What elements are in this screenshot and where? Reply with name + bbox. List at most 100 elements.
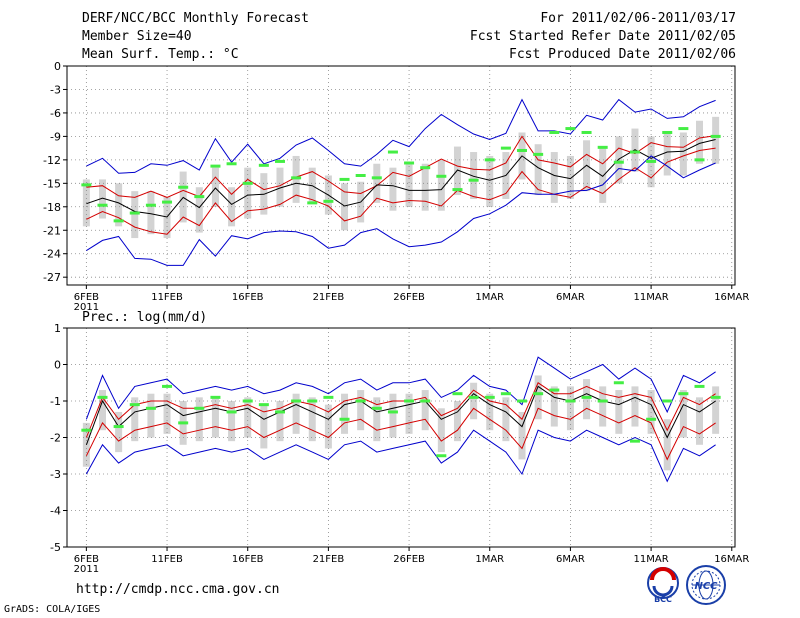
prec-spread-box xyxy=(615,390,623,434)
temp-ytick-label: -24 xyxy=(43,248,61,261)
temp-spread-box xyxy=(470,152,478,199)
temp-xtick-label: 6FEB xyxy=(74,292,99,303)
prec-xtick-label: 16FEB xyxy=(232,554,264,565)
precip-panel-title: Prec.: log(mm/d) xyxy=(82,310,208,325)
prec-ytick-label: 0 xyxy=(54,359,61,372)
prec-spread-box xyxy=(518,411,526,460)
prec-spread-box xyxy=(244,397,252,438)
precipitation-panel: 1 0 -1 -2 -3 -4 -5 6FEB 11FEB 16FEB 21FEB 26FEB 1MAR… xyxy=(50,322,749,575)
prec-spread-box xyxy=(324,404,332,449)
prec-spread-box xyxy=(228,401,236,442)
prec-ytick-label: -1 xyxy=(50,395,61,408)
prec-spread-box xyxy=(550,386,558,427)
prec-spread-box xyxy=(631,386,639,427)
prec-ytick-label: -4 xyxy=(50,505,61,518)
temp-frame xyxy=(66,65,736,286)
prec-xtick-label: 26FEB xyxy=(393,554,425,565)
temp-spread-box xyxy=(98,179,106,219)
prec-line-lower-spread xyxy=(85,407,716,461)
temp-spread-box xyxy=(712,116,720,164)
prec-spread-box xyxy=(502,397,510,442)
member-size: Member Size=40 xyxy=(82,29,192,44)
prec-xtick-label: 6FEB xyxy=(74,554,99,565)
prec-spread-box xyxy=(712,386,720,434)
temp-line-ensemble-mean xyxy=(86,139,716,218)
temp-spread-box xyxy=(534,144,542,196)
prec-spread-box xyxy=(260,404,268,449)
temp-ytick-label: -27 xyxy=(43,271,61,284)
start-date: Fcst Started Refer Date 2011/02/05 xyxy=(469,29,736,44)
bcc-logo: BCC xyxy=(647,567,679,604)
ncc-logo-text: NCC xyxy=(694,581,718,592)
prec-ytick-label: -3 xyxy=(50,468,61,481)
prec-line-ensemble-mean xyxy=(85,385,716,445)
ncc-logo: NCC xyxy=(686,565,726,605)
temp-line-upper-spread xyxy=(86,135,716,198)
temp-ytick-label: -12 xyxy=(43,154,61,167)
prec-spread-box xyxy=(405,393,413,434)
prec-spread-box xyxy=(373,397,381,442)
prec-spread-box xyxy=(389,393,397,438)
prec-spread-box xyxy=(534,375,542,420)
temp-xtick-label: 26FEB xyxy=(393,292,425,303)
temp-spread-box xyxy=(373,163,381,203)
prec-spread-box xyxy=(647,390,655,434)
prec-xtick-label: 6MAR xyxy=(556,554,585,565)
prec-spread-box xyxy=(486,393,494,431)
temp-spread-box xyxy=(421,163,429,211)
temp-spread-box xyxy=(244,167,252,219)
grads-credit: GrADS: COLA/IGES xyxy=(4,604,101,615)
temp-spread-box xyxy=(550,152,558,203)
temp-ytick-label: -15 xyxy=(43,177,61,190)
temp-line-lower-spread xyxy=(86,147,716,235)
temp-spread-box xyxy=(389,167,397,211)
temp-spread-box xyxy=(486,155,494,207)
temp-ytick-label: -21 xyxy=(43,224,61,237)
prec-xtick-label: 11MAR xyxy=(634,554,669,565)
prec-spread-box xyxy=(211,397,219,438)
prec-spread-box xyxy=(470,382,478,420)
prec-spread-box xyxy=(147,393,155,438)
temp-ytick-label: -9 xyxy=(50,130,61,143)
temp-xtick-label: 11MAR xyxy=(634,292,669,303)
variable-label: Mean Surf. Temp.: °C xyxy=(82,47,239,62)
temp-ytick-label: -18 xyxy=(43,201,61,214)
temp-spread-box xyxy=(195,187,203,233)
prec-spread-box xyxy=(583,379,591,420)
prec-line-ensemble-min xyxy=(85,429,716,483)
prec-xtick-label: 11FEB xyxy=(151,554,183,565)
prec-spread-box xyxy=(341,393,349,434)
temp-spread-box xyxy=(437,159,445,211)
temp-xtick-label: 16FEB xyxy=(232,292,264,303)
prec-ytick-label: 1 xyxy=(54,322,61,335)
bcc-logo-text: BCC xyxy=(654,595,672,604)
prec-xtick-label: 21FEB xyxy=(313,554,345,565)
temp-xtick-label: 6MAR xyxy=(556,292,585,303)
prec-line-upper-spread xyxy=(85,382,716,438)
prec-spread-box xyxy=(163,393,171,434)
chart-title: DERF/NCC/BCC Monthly Forecast xyxy=(82,11,309,26)
temp-spread-box xyxy=(147,191,155,235)
temp-spread-box xyxy=(405,164,413,207)
temp-line-ensemble-min xyxy=(86,155,716,266)
temp-ytick-label: -6 xyxy=(50,107,61,120)
prec-spread-box xyxy=(195,397,203,442)
temp-spread-box xyxy=(341,183,349,231)
prec-spread-box xyxy=(453,401,461,442)
prec-spread-box xyxy=(98,390,106,431)
prec-spread-box xyxy=(131,397,139,442)
temp-xtick-label: 11FEB xyxy=(151,292,183,303)
prec-line-ensemble-max xyxy=(85,356,716,420)
temp-line-ensemble-max xyxy=(86,98,716,174)
temp-spread-box xyxy=(663,132,671,176)
prec-spread-box xyxy=(276,401,284,442)
temp-spread-box xyxy=(211,167,219,207)
prec-spread-box xyxy=(696,397,704,445)
prec-frame xyxy=(66,327,736,548)
temp-xtick-label: 21FEB xyxy=(313,292,345,303)
temp-spread-box xyxy=(276,167,284,207)
temp-xtick-label: 16MAR xyxy=(714,292,749,303)
source-url[interactable]: http://cmdp.ncc.cma.gov.cn xyxy=(76,582,280,597)
prec-spread-box xyxy=(308,397,316,442)
